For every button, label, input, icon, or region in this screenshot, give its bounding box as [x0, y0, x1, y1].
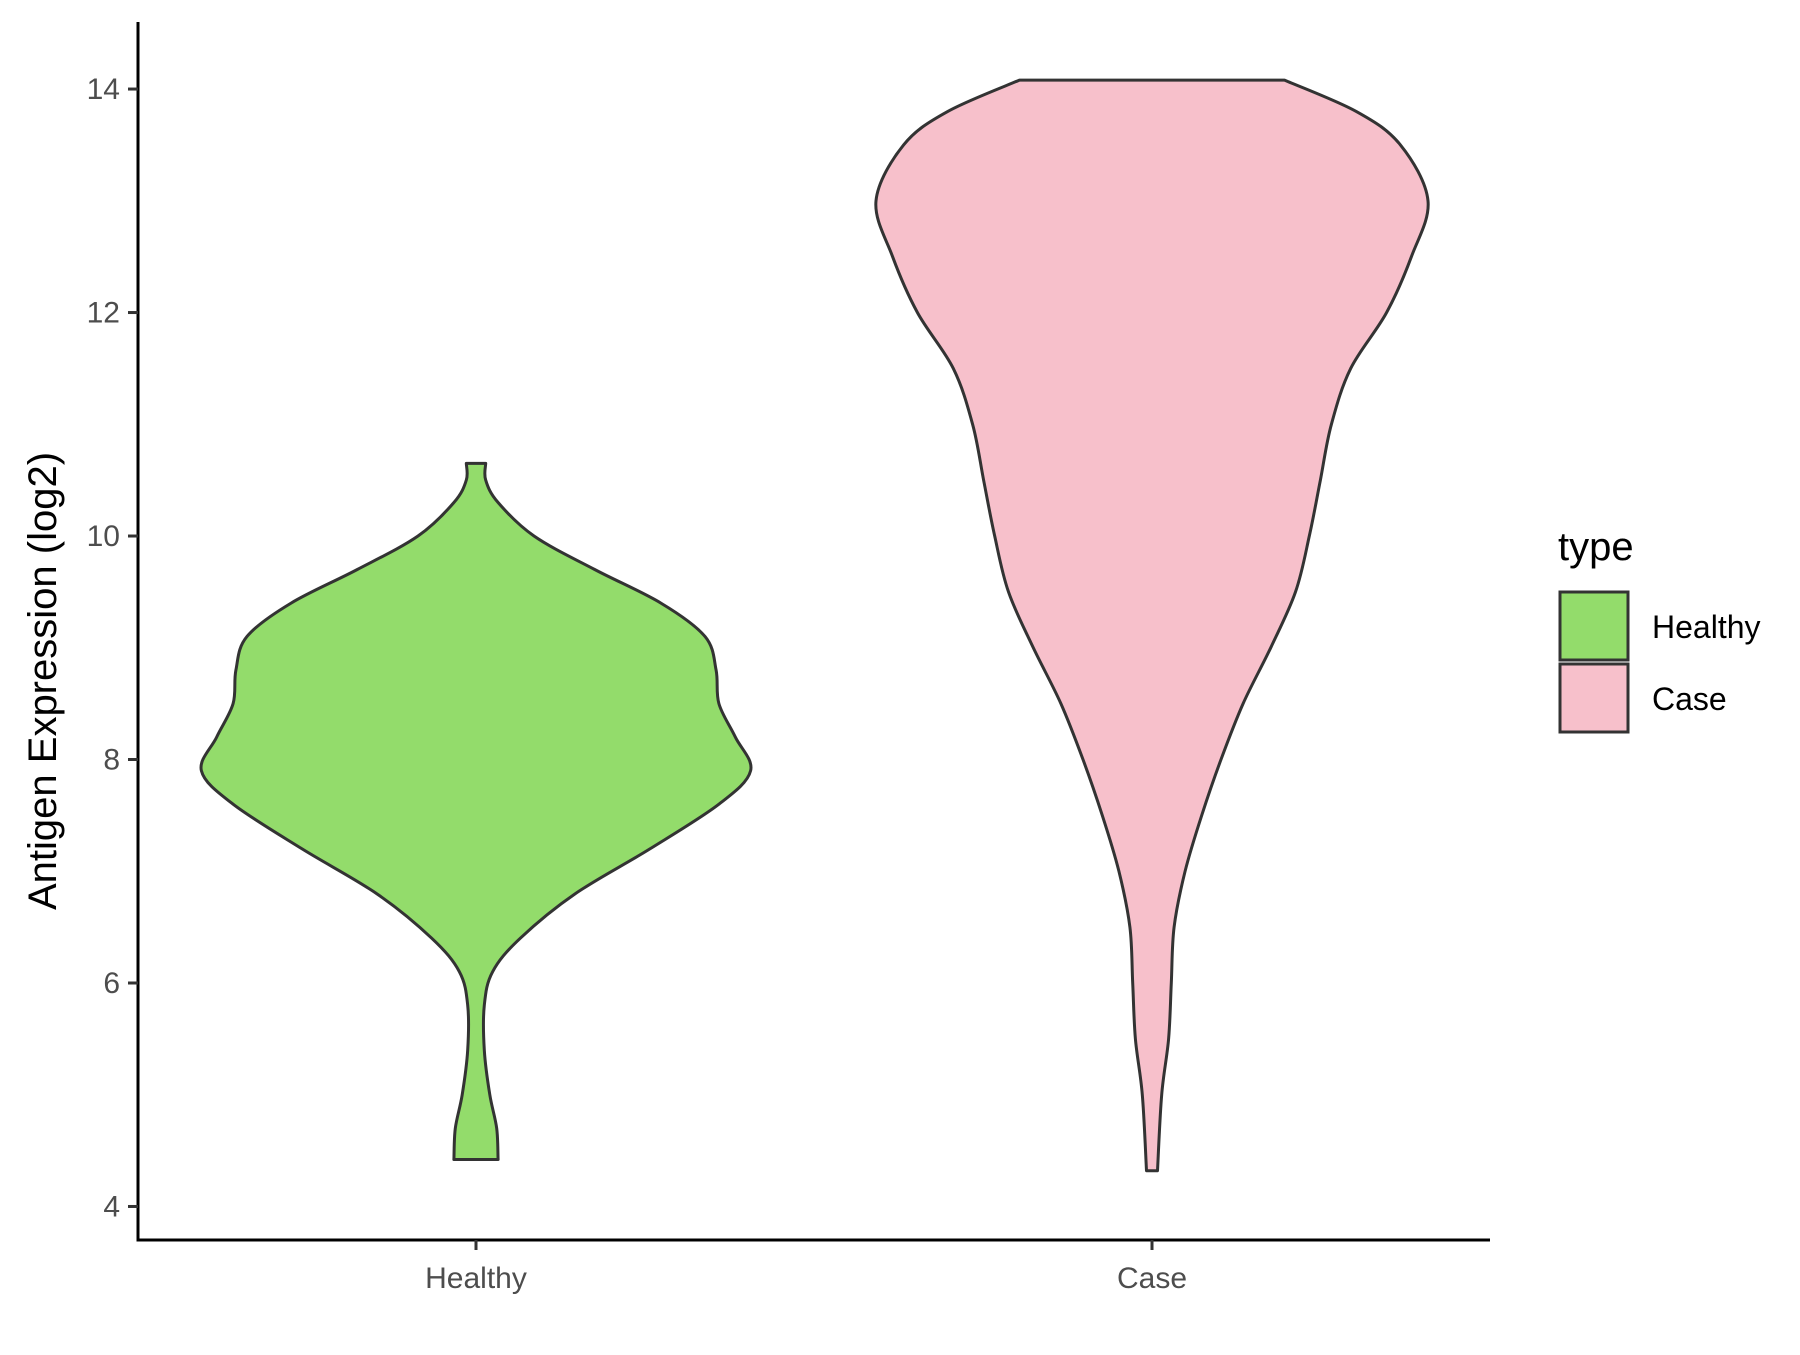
y-ticks: 4 6 8 10 12 14 — [87, 73, 138, 1223]
legend-label-healthy: Healthy — [1652, 609, 1761, 645]
violin-healthy — [199, 461, 753, 1161]
y-tick-label: 14 — [87, 73, 120, 106]
y-tick-label: 8 — [103, 744, 120, 777]
y-axis-title: Antigen Expression (log2) — [21, 452, 65, 910]
y-tick-label: 10 — [87, 520, 120, 553]
x-tick-label: Case — [1117, 1262, 1187, 1295]
y-tick-label: 12 — [87, 297, 120, 330]
legend-swatch-case — [1558, 662, 1630, 734]
legend-title: type — [1558, 525, 1634, 569]
legend: type Healthy Case — [1558, 525, 1761, 734]
violin-case — [874, 78, 1430, 1173]
legend-swatch-healthy — [1558, 590, 1630, 662]
y-tick-label: 4 — [103, 1190, 120, 1223]
legend-label-case: Case — [1652, 681, 1727, 717]
y-tick-label: 6 — [103, 967, 120, 1000]
axes-group: 4 6 8 10 12 14 Healthy Case Antigen Expression… — [21, 22, 1490, 1295]
x-tick-label: Healthy — [425, 1262, 527, 1295]
violins-group — [199, 78, 1430, 1173]
legend-items: Healthy Case — [1558, 590, 1761, 734]
x-ticks: Healthy Case — [425, 1240, 1187, 1295]
